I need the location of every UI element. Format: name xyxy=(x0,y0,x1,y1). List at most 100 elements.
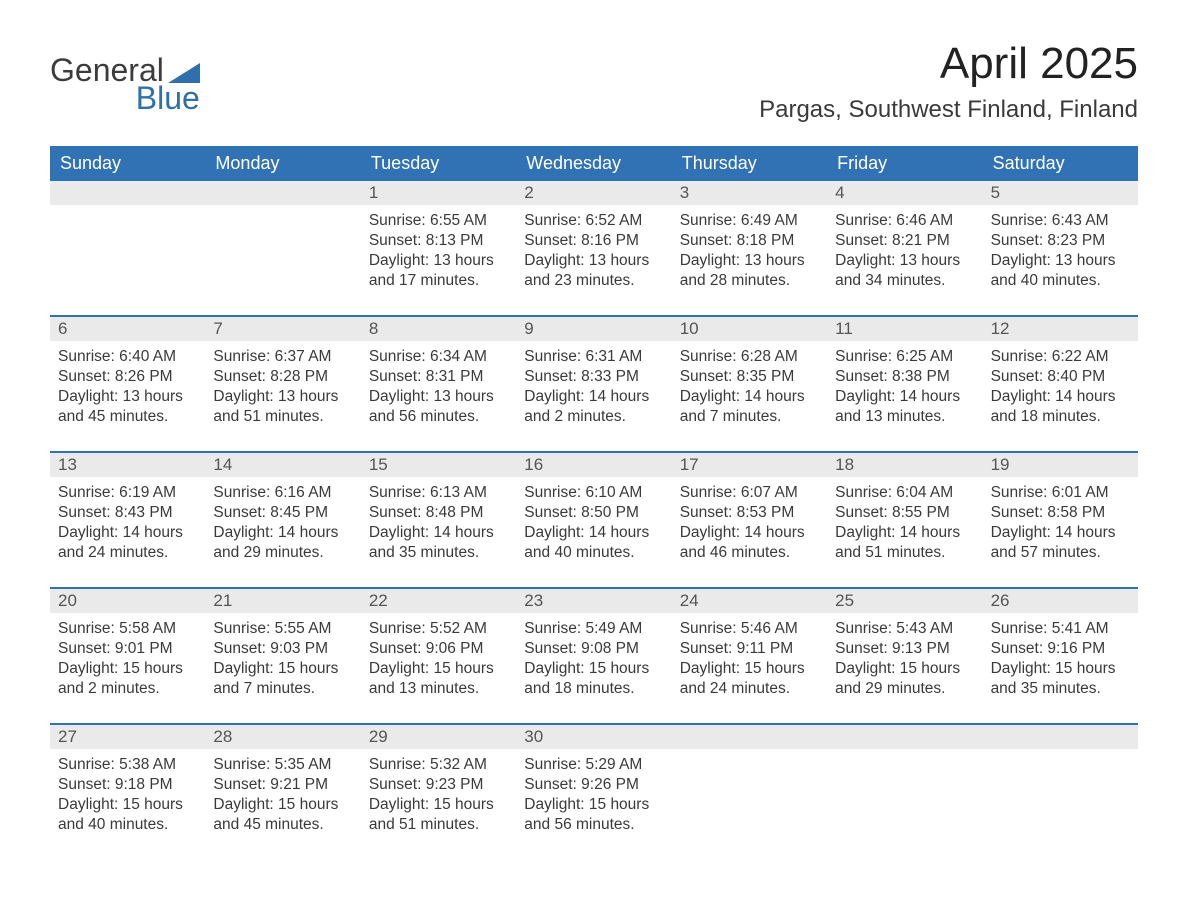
day-line: Sunrise: 6:55 AM xyxy=(369,211,508,231)
day-number: 15 xyxy=(361,453,516,477)
day-cell: Sunrise: 6:01 AMSunset: 8:58 PMDaylight:… xyxy=(983,477,1138,587)
day-number: 2 xyxy=(516,181,671,205)
weeks-container: 12345Sunrise: 6:55 AMSunset: 8:13 PMDayl… xyxy=(50,181,1138,859)
day-line: Daylight: 14 hours xyxy=(524,523,663,543)
day-number: 3 xyxy=(672,181,827,205)
day-number xyxy=(50,181,205,205)
day-line: and 45 minutes. xyxy=(213,815,352,835)
day-line: and 56 minutes. xyxy=(369,407,508,427)
day-line: Sunset: 8:43 PM xyxy=(58,503,197,523)
day-line: Daylight: 13 hours xyxy=(369,387,508,407)
day-line: Daylight: 14 hours xyxy=(58,523,197,543)
calendar: SundayMondayTuesdayWednesdayThursdayFrid… xyxy=(50,146,1138,859)
day-line: Sunset: 8:21 PM xyxy=(835,231,974,251)
day-number: 22 xyxy=(361,589,516,613)
day-cell: Sunrise: 6:28 AMSunset: 8:35 PMDaylight:… xyxy=(672,341,827,451)
day-cell xyxy=(205,205,360,315)
day-line: Sunset: 8:55 PM xyxy=(835,503,974,523)
day-line: Sunset: 8:53 PM xyxy=(680,503,819,523)
day-line: and 24 minutes. xyxy=(58,543,197,563)
day-line: Daylight: 15 hours xyxy=(58,795,197,815)
day-number: 23 xyxy=(516,589,671,613)
day-line: Sunrise: 5:49 AM xyxy=(524,619,663,639)
day-number: 18 xyxy=(827,453,982,477)
day-line: Daylight: 15 hours xyxy=(524,659,663,679)
week-row: 27282930Sunrise: 5:38 AMSunset: 9:18 PMD… xyxy=(50,723,1138,859)
day-line: Sunset: 8:23 PM xyxy=(991,231,1130,251)
week-row: 20212223242526Sunrise: 5:58 AMSunset: 9:… xyxy=(50,587,1138,723)
day-line: Sunrise: 5:58 AM xyxy=(58,619,197,639)
day-line: and 57 minutes. xyxy=(991,543,1130,563)
day-line: Sunrise: 6:01 AM xyxy=(991,483,1130,503)
day-line: Sunset: 8:18 PM xyxy=(680,231,819,251)
day-line: Sunrise: 6:07 AM xyxy=(680,483,819,503)
day-number: 20 xyxy=(50,589,205,613)
day-line: and 18 minutes. xyxy=(991,407,1130,427)
day-line: and 40 minutes. xyxy=(524,543,663,563)
day-cell xyxy=(672,749,827,859)
day-line: and 18 minutes. xyxy=(524,679,663,699)
day-number: 12 xyxy=(983,317,1138,341)
day-line: and 35 minutes. xyxy=(991,679,1130,699)
logo-triangle-icon xyxy=(168,56,200,88)
day-cell: Sunrise: 5:43 AMSunset: 9:13 PMDaylight:… xyxy=(827,613,982,723)
day-cell xyxy=(827,749,982,859)
day-header-cell: Tuesday xyxy=(361,146,516,181)
day-line: Sunrise: 6:52 AM xyxy=(524,211,663,231)
day-line: and 17 minutes. xyxy=(369,271,508,291)
day-number: 5 xyxy=(983,181,1138,205)
day-number: 28 xyxy=(205,725,360,749)
day-line: Sunset: 8:26 PM xyxy=(58,367,197,387)
day-line: and 29 minutes. xyxy=(835,679,974,699)
day-header-cell: Wednesday xyxy=(516,146,671,181)
day-line: Sunset: 8:28 PM xyxy=(213,367,352,387)
day-cell: Sunrise: 6:55 AMSunset: 8:13 PMDaylight:… xyxy=(361,205,516,315)
day-cell: Sunrise: 6:52 AMSunset: 8:16 PMDaylight:… xyxy=(516,205,671,315)
day-line: and 35 minutes. xyxy=(369,543,508,563)
day-number: 10 xyxy=(672,317,827,341)
day-line: and 40 minutes. xyxy=(58,815,197,835)
day-line: Sunrise: 5:52 AM xyxy=(369,619,508,639)
day-cell: Sunrise: 6:19 AMSunset: 8:43 PMDaylight:… xyxy=(50,477,205,587)
day-line: and 23 minutes. xyxy=(524,271,663,291)
day-line: Sunrise: 6:34 AM xyxy=(369,347,508,367)
day-line: Daylight: 13 hours xyxy=(58,387,197,407)
day-line: Sunset: 9:23 PM xyxy=(369,775,508,795)
day-line: and 2 minutes. xyxy=(524,407,663,427)
day-line: Daylight: 15 hours xyxy=(213,795,352,815)
day-number: 21 xyxy=(205,589,360,613)
day-cell: Sunrise: 5:49 AMSunset: 9:08 PMDaylight:… xyxy=(516,613,671,723)
day-line: and 13 minutes. xyxy=(369,679,508,699)
day-number: 1 xyxy=(361,181,516,205)
day-cell: Sunrise: 6:37 AMSunset: 8:28 PMDaylight:… xyxy=(205,341,360,451)
day-line: Sunrise: 5:55 AM xyxy=(213,619,352,639)
day-cell: Sunrise: 6:04 AMSunset: 8:55 PMDaylight:… xyxy=(827,477,982,587)
day-number: 27 xyxy=(50,725,205,749)
day-cell: Sunrise: 6:25 AMSunset: 8:38 PMDaylight:… xyxy=(827,341,982,451)
day-line: Daylight: 13 hours xyxy=(524,251,663,271)
day-line: Daylight: 14 hours xyxy=(369,523,508,543)
title-block: April 2025 Pargas, Southwest Finland, Fi… xyxy=(759,40,1138,124)
day-line: Daylight: 15 hours xyxy=(991,659,1130,679)
day-line: Sunset: 8:13 PM xyxy=(369,231,508,251)
day-line: Daylight: 14 hours xyxy=(991,523,1130,543)
day-number: 24 xyxy=(672,589,827,613)
day-line: Sunrise: 5:43 AM xyxy=(835,619,974,639)
week-row: 6789101112Sunrise: 6:40 AMSunset: 8:26 P… xyxy=(50,315,1138,451)
day-line: Daylight: 14 hours xyxy=(991,387,1130,407)
day-line: Daylight: 13 hours xyxy=(213,387,352,407)
logo: General Blue xyxy=(50,40,200,117)
day-line: Sunrise: 6:40 AM xyxy=(58,347,197,367)
day-line: Sunset: 9:16 PM xyxy=(991,639,1130,659)
day-line: Sunset: 8:35 PM xyxy=(680,367,819,387)
day-line: Sunset: 8:31 PM xyxy=(369,367,508,387)
day-header-cell: Friday xyxy=(827,146,982,181)
day-line: Daylight: 14 hours xyxy=(680,523,819,543)
day-cell: Sunrise: 6:16 AMSunset: 8:45 PMDaylight:… xyxy=(205,477,360,587)
day-line: Daylight: 14 hours xyxy=(835,523,974,543)
day-number: 13 xyxy=(50,453,205,477)
day-header-cell: Saturday xyxy=(983,146,1138,181)
day-line: and 2 minutes. xyxy=(58,679,197,699)
day-line: Sunset: 8:16 PM xyxy=(524,231,663,251)
day-line: Daylight: 15 hours xyxy=(524,795,663,815)
